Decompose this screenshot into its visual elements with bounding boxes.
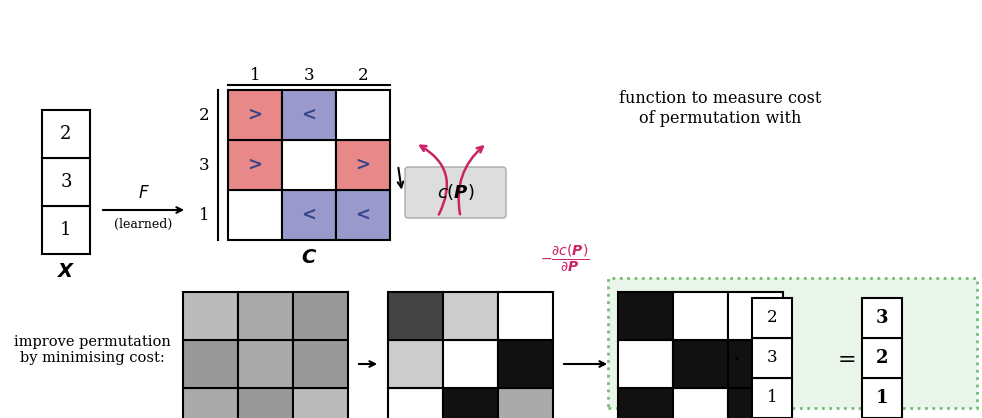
- Text: >: >: [247, 106, 262, 124]
- Text: 3: 3: [767, 349, 778, 367]
- Bar: [238, 340, 293, 388]
- Bar: [443, 340, 498, 388]
- Bar: [752, 298, 792, 338]
- Text: 3: 3: [60, 173, 72, 191]
- Text: 2: 2: [60, 125, 72, 143]
- Bar: [183, 292, 238, 340]
- Text: $c(\boldsymbol{P})$: $c(\boldsymbol{P})$: [437, 183, 474, 202]
- Bar: [228, 140, 282, 190]
- Bar: [862, 338, 902, 378]
- Text: function to measure cost
of permutation with: function to measure cost of permutation …: [619, 90, 821, 127]
- Bar: [228, 90, 282, 140]
- Bar: [183, 388, 238, 418]
- Bar: [282, 190, 336, 240]
- Bar: [336, 90, 390, 140]
- Bar: [238, 292, 293, 340]
- Text: 2: 2: [357, 67, 368, 84]
- Text: 2: 2: [767, 309, 778, 326]
- Text: improve permutation
by minimising cost:: improve permutation by minimising cost:: [14, 335, 171, 365]
- Bar: [862, 378, 902, 418]
- FancyBboxPatch shape: [608, 278, 977, 408]
- Text: 2: 2: [876, 349, 889, 367]
- Bar: [443, 388, 498, 418]
- Bar: [498, 292, 553, 340]
- FancyBboxPatch shape: [405, 167, 506, 218]
- Text: $\cdot$: $\cdot$: [733, 347, 739, 370]
- Bar: [282, 90, 336, 140]
- Bar: [336, 190, 390, 240]
- Text: >: >: [355, 156, 370, 174]
- Text: 1: 1: [198, 206, 209, 224]
- Bar: [228, 190, 282, 240]
- Bar: [443, 292, 498, 340]
- Bar: [293, 292, 348, 340]
- Bar: [42, 158, 90, 206]
- Bar: [42, 110, 90, 158]
- Bar: [673, 340, 728, 388]
- Bar: [728, 292, 783, 340]
- Bar: [336, 140, 390, 190]
- Text: $\boldsymbol{X}$: $\boldsymbol{X}$: [57, 263, 76, 281]
- Bar: [618, 388, 673, 418]
- Bar: [618, 292, 673, 340]
- Bar: [752, 378, 792, 418]
- Bar: [498, 340, 553, 388]
- Text: 3: 3: [198, 156, 209, 173]
- Bar: [673, 388, 728, 418]
- Bar: [752, 338, 792, 378]
- Text: 1: 1: [60, 221, 72, 239]
- Text: 1: 1: [767, 390, 778, 406]
- Bar: [498, 388, 553, 418]
- Text: >: >: [247, 156, 262, 174]
- Bar: [673, 292, 728, 340]
- Bar: [282, 140, 336, 190]
- Bar: [42, 206, 90, 254]
- Text: (learned): (learned): [114, 217, 173, 230]
- Text: <: <: [301, 206, 316, 224]
- Text: $F$: $F$: [137, 186, 149, 202]
- Bar: [238, 388, 293, 418]
- Bar: [183, 340, 238, 388]
- Bar: [293, 388, 348, 418]
- Bar: [388, 340, 443, 388]
- Text: 3: 3: [876, 309, 889, 327]
- Text: $-\dfrac{\partial c(\boldsymbol{P})}{\partial \boldsymbol{P}}$: $-\dfrac{\partial c(\boldsymbol{P})}{\pa…: [540, 242, 589, 274]
- Text: $\boldsymbol{C}$: $\boldsymbol{C}$: [300, 249, 317, 267]
- Bar: [862, 298, 902, 338]
- Bar: [728, 388, 783, 418]
- Text: <: <: [301, 106, 316, 124]
- Text: 1: 1: [876, 389, 889, 407]
- Text: 2: 2: [198, 107, 209, 123]
- Bar: [618, 340, 673, 388]
- Bar: [293, 340, 348, 388]
- Bar: [388, 292, 443, 340]
- Text: 1: 1: [249, 67, 260, 84]
- Bar: [728, 340, 783, 388]
- Text: $=$: $=$: [833, 347, 855, 369]
- Text: 3: 3: [303, 67, 314, 84]
- Bar: [388, 388, 443, 418]
- Text: <: <: [355, 206, 370, 224]
